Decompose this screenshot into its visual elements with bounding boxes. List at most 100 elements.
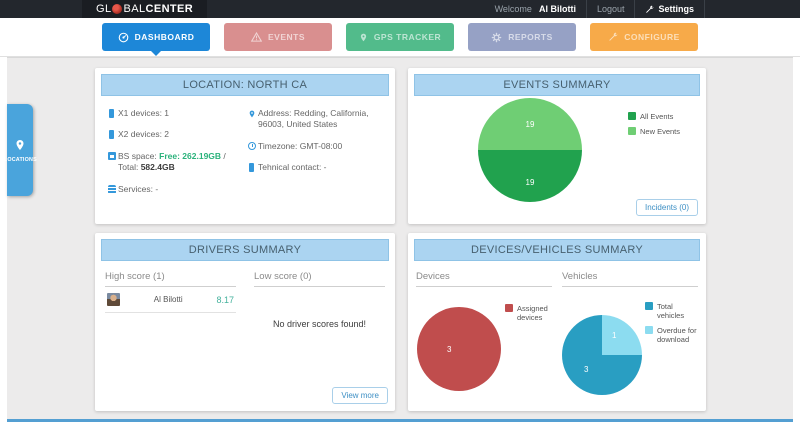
username: Al Bilotti — [538, 4, 576, 14]
total-vehicles-slice-label: 3 — [584, 365, 589, 374]
all-events-slice-label: 19 — [525, 178, 535, 187]
phone-icon — [245, 162, 258, 173]
topbar-divider — [585, 0, 587, 18]
logo-text-bal: BAL — [123, 3, 146, 15]
driver-row[interactable]: Al Bilotti 8.17 — [105, 287, 236, 313]
no-scores-message: No driver scores found! — [272, 319, 367, 329]
x2-devices-row: X2 devices: 2 — [105, 129, 239, 140]
location-panel-title: LOCATION: NORTH CA — [101, 74, 389, 96]
assigned-devices-legend-label: Assigned devices — [517, 304, 548, 322]
topbar-divider — [704, 0, 705, 18]
view-more-button[interactable]: View more — [332, 387, 388, 404]
incidents-button[interactable]: Incidents (0) — [635, 199, 698, 216]
devices-header: Devices — [416, 271, 552, 287]
timezone-row: Timezone: GMT-08:00 — [245, 141, 379, 152]
footer-accent-line — [7, 419, 793, 422]
logout-link[interactable]: Logout — [587, 0, 635, 18]
x2-devices-text: X2 devices: 2 — [118, 129, 170, 140]
tab-events[interactable]: EVENTS — [224, 23, 332, 51]
tab-gps-tracker[interactable]: GPS TRACKER — [346, 23, 454, 51]
driver-score: 8.17 — [216, 294, 234, 305]
legend-item-new-events: New Events — [628, 127, 680, 136]
main-nav: DASHBOARD EVENTS GPS TRACKER REPORTS CON… — [0, 18, 800, 57]
disk-icon — [105, 151, 118, 160]
settings-link[interactable]: Settings — [635, 0, 704, 18]
vehicles-pie-chart: 1 3 — [562, 315, 642, 395]
low-score-column: Low score (0) No driver scores found! — [254, 271, 385, 329]
total-vehicles-swatch — [645, 302, 653, 310]
locations-tab-label: LOCATIONS — [3, 156, 37, 163]
high-score-column: High score (1) Al Bilotti 8.17 — [105, 271, 236, 329]
warning-triangle-icon — [250, 32, 262, 42]
total-vehicles-legend-label: Total vehicles — [657, 302, 685, 320]
address-row: Address: Redding, California, 96003, Uni… — [245, 108, 379, 131]
vehicles-column: Vehicles 1 3 Total vehicles Overdue for … — [562, 271, 698, 411]
gauge-icon — [118, 32, 129, 43]
driver-name: Al Bilotti — [153, 295, 183, 304]
location-pin-icon — [14, 138, 26, 152]
location-panel: LOCATION: NORTH CA X1 devices: 1 X2 devi… — [95, 68, 395, 224]
dashboard-content: LOCATIONS LOCATION: NORTH CA X1 devices:… — [3, 57, 793, 422]
events-panel-title: EVENTS SUMMARY — [414, 74, 700, 96]
high-score-header: High score (1) — [105, 271, 236, 287]
bs-space-row: BS space: Free: 262.19GB / Total: 582.4G… — [105, 151, 239, 174]
database-icon — [105, 184, 118, 194]
device-icon — [105, 108, 118, 118]
topbar-right-group: Welcome Al Bilotti Logout Settings — [485, 0, 705, 18]
devices-vehicles-body: Devices 3 Assigned devices Vehicles 1 3 — [408, 267, 706, 411]
logo-text-center: CENTER — [145, 3, 194, 15]
devices-vehicles-title: DEVICES/VEHICLES SUMMARY — [414, 239, 700, 261]
services-row: Services: - — [105, 184, 239, 195]
location-left-column: X1 devices: 1 X2 devices: 2 BS space: Fr… — [105, 108, 245, 205]
devices-pie-chart: 3 — [417, 307, 501, 391]
overdue-download-swatch — [645, 326, 653, 334]
events-summary-panel: EVENTS SUMMARY 19 19 All Events New Even… — [408, 68, 706, 224]
drivers-panel-title: DRIVERS SUMMARY — [101, 239, 389, 261]
wrench-icon — [645, 5, 654, 14]
topbar-divider — [634, 0, 636, 18]
location-right-column: Address: Redding, California, 96003, Uni… — [245, 108, 385, 205]
devices-vehicles-panel: DEVICES/VEHICLES SUMMARY Devices 3 Assig… — [408, 233, 706, 411]
device-icon — [105, 129, 118, 140]
tab-reports[interactable]: REPORTS — [468, 23, 576, 51]
app-logo[interactable]: GL BAL CENTER — [82, 0, 208, 18]
logo-text-gl: GL — [96, 3, 112, 15]
vehicles-legend: Total vehicles Overdue for download — [645, 302, 701, 350]
devices-legend: Assigned devices — [505, 304, 555, 328]
new-events-slice-label: 19 — [525, 120, 535, 129]
assigned-devices-swatch — [505, 304, 513, 312]
map-pin-icon — [245, 108, 258, 119]
legend-item-all-events: All Events — [628, 112, 680, 121]
events-legend: All Events New Events — [628, 112, 680, 142]
x1-devices-text: X1 devices: 1 — [118, 108, 170, 118]
tab-events-label: EVENTS — [267, 32, 305, 42]
tab-dashboard-label: DASHBOARD — [134, 32, 195, 42]
x1-devices-row: X1 devices: 1 — [105, 108, 239, 119]
legend-item-assigned-devices: Assigned devices — [505, 304, 555, 322]
vehicles-header: Vehicles — [562, 271, 698, 287]
drivers-panel-body: High score (1) Al Bilotti 8.17 Low score… — [95, 267, 395, 329]
all-events-swatch — [628, 112, 636, 120]
tools-icon — [608, 32, 618, 42]
new-events-swatch — [628, 127, 636, 135]
tab-configure[interactable]: CONFIGURE — [590, 23, 698, 51]
tab-gps-tracker-label: GPS TRACKER — [373, 32, 442, 42]
timezone-text: Timezone: GMT-08:00 — [258, 140, 343, 151]
globe-target-icon — [112, 4, 123, 14]
new-events-legend-label: New Events — [640, 127, 681, 136]
tab-configure-label: CONFIGURE — [624, 32, 680, 42]
services-text: Services: - — [118, 183, 159, 194]
driver-avatar — [107, 293, 120, 306]
technical-contact-row: Tehnical contact: - — [245, 162, 379, 173]
events-pie-chart: 19 19 — [478, 98, 582, 202]
low-score-header: Low score (0) — [254, 271, 385, 287]
overdue-download-legend-label: Overdue for download — [657, 326, 697, 344]
bs-space-text: BS space: Free: 262.19GB / Total: 582.4G… — [118, 150, 226, 173]
devices-slice-label: 3 — [447, 345, 452, 354]
welcome-label: Welcome — [494, 4, 532, 14]
devices-column: Devices 3 Assigned devices — [416, 271, 552, 411]
clock-icon — [245, 141, 258, 150]
tab-reports-label: REPORTS — [508, 32, 553, 42]
locations-side-tab[interactable]: LOCATIONS — [3, 104, 36, 196]
tab-dashboard[interactable]: DASHBOARD — [102, 23, 210, 56]
